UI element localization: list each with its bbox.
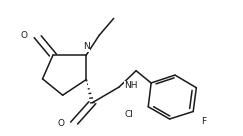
Text: Cl: Cl [124,110,133,119]
Text: O: O [21,31,28,40]
Text: O: O [57,119,64,128]
Text: N: N [83,42,90,51]
Text: NH: NH [124,81,138,90]
Text: F: F [201,117,206,126]
